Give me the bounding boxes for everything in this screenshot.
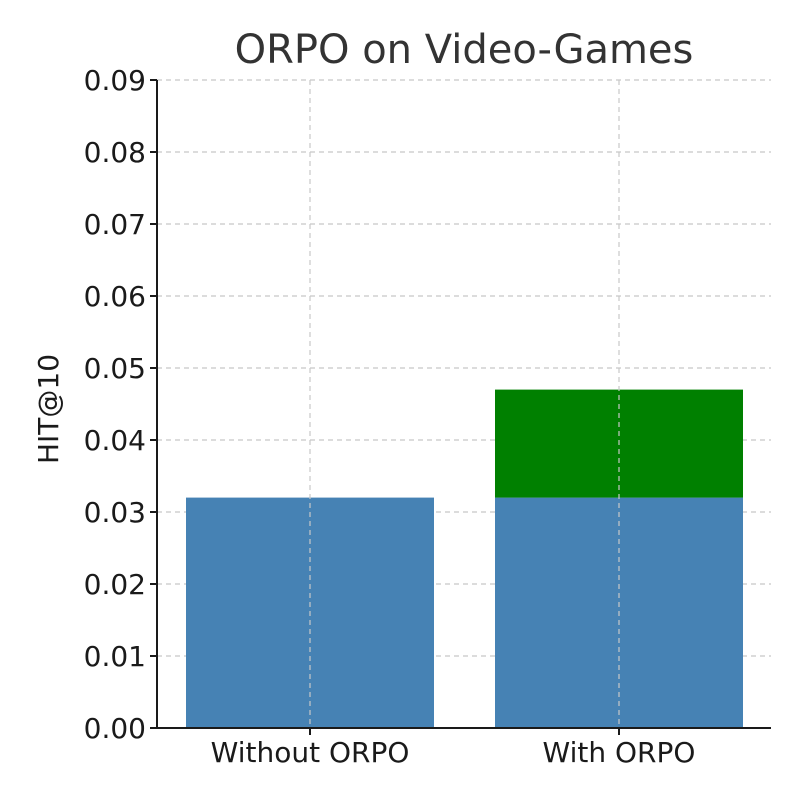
- y-tick-label: 0.09: [84, 64, 146, 97]
- y-tick-label: 0.07: [84, 208, 146, 241]
- y-tick-label: 0.00: [84, 712, 146, 745]
- y-tick-label: 0.03: [84, 496, 146, 529]
- x-tick-label: With ORPO: [543, 736, 696, 769]
- y-tick-label: 0.05: [84, 352, 146, 385]
- vertical-grid-lines: [309, 80, 620, 728]
- axes: [156, 80, 771, 729]
- y-ticks: 0.00 0.01 0.02 0.03 0.04 0.05 0.06 0.07 0.08 0.09: [84, 64, 157, 745]
- chart-title: ORPO on Video-Games: [235, 27, 694, 73]
- x-ticks: Without ORPO With ORPO: [211, 728, 696, 769]
- y-axis-label: HIT@10: [32, 354, 65, 464]
- y-tick-label: 0.01: [84, 640, 146, 673]
- y-tick-label: 0.02: [84, 568, 146, 601]
- y-tick-label: 0.06: [84, 280, 146, 313]
- y-tick-label: 0.08: [84, 136, 146, 169]
- x-tick-label: Without ORPO: [211, 736, 410, 769]
- y-tick-label: 0.04: [84, 424, 146, 457]
